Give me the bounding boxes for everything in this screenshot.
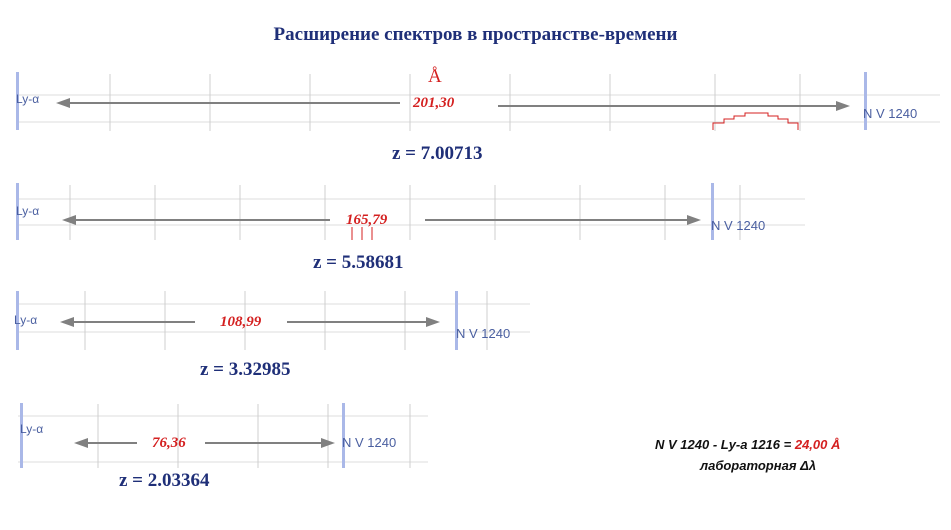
page-title: Расширение спектров в пространстве-време… [273, 24, 678, 45]
ly-alpha-marker [16, 183, 19, 240]
lab-delta-value: 24,00 Å [794, 437, 841, 452]
spectrum-panel-4 [18, 403, 428, 468]
redshift-label: z = 7.00713 [392, 143, 483, 164]
arrow-left-head [74, 438, 88, 448]
arrow-right-head [687, 215, 701, 225]
angstrom-unit-label: Å [428, 66, 442, 87]
redshift-label: z = 5.58681 [313, 252, 404, 273]
arrow-right-head [836, 101, 850, 111]
ly-alpha-marker [16, 291, 19, 350]
arrow-left-head [56, 98, 70, 108]
ly-alpha-label: Ly-α [14, 313, 38, 327]
lab-caption: лабораторная Δλ [700, 458, 817, 473]
delta-lambda-value: 201,30 [413, 95, 455, 111]
nv-label: N V 1240 [456, 326, 511, 341]
nv-marker [864, 72, 867, 130]
red-small-ticks [351, 227, 373, 240]
nv-label: N V 1240 [711, 218, 766, 233]
nv-marker [342, 403, 345, 468]
lab-formula-text: N V 1240 - Ly-a 1216 = [655, 437, 795, 452]
arrow-right-head [426, 317, 440, 327]
redshift-label: z = 2.03364 [119, 470, 210, 491]
ly-alpha-marker [16, 72, 19, 130]
grid-ticks [84, 291, 488, 350]
delta-lambda-value: 165,79 [346, 212, 388, 228]
spectrum-panel-1 [16, 72, 940, 131]
nv-marker [711, 183, 714, 240]
ly-alpha-label: Ly-α [16, 92, 40, 106]
delta-lambda-value: 108,99 [220, 314, 262, 330]
arrow-left-head [62, 215, 76, 225]
arrow-left-head [60, 317, 74, 327]
red-step-profile [712, 112, 799, 130]
ly-alpha-label: Ly-α [20, 422, 44, 436]
redshift-label: z = 3.32985 [200, 359, 291, 380]
spectrum-panel-3 [16, 291, 530, 350]
nv-label: N V 1240 [342, 435, 397, 450]
grid-ticks [97, 404, 411, 468]
grid-ticks [69, 185, 741, 240]
lab-formula: N V 1240 - Ly-a 1216 = 24,00 Å [655, 437, 840, 452]
ly-alpha-marker [20, 403, 23, 468]
arrow-right-head [321, 438, 335, 448]
delta-lambda-value: 76,36 [152, 435, 186, 451]
ly-alpha-label: Ly-α [16, 204, 40, 218]
spectrum-panel-2 [16, 183, 805, 240]
nv-label: N V 1240 [863, 106, 918, 121]
nv-marker [455, 291, 458, 350]
